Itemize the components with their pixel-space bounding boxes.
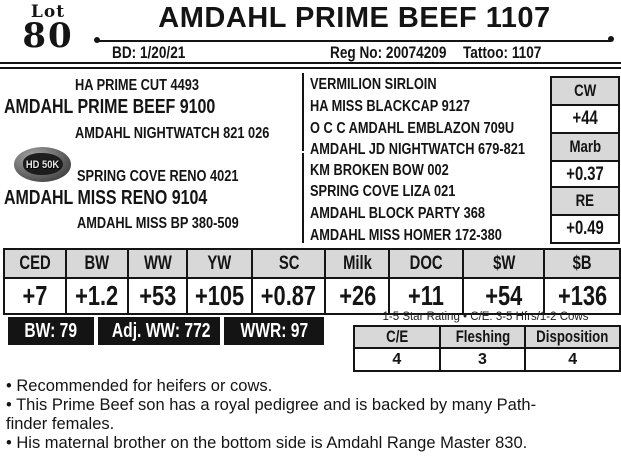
epd-value-sc: +0.87 bbox=[251, 277, 327, 315]
epd-header-ced: CED bbox=[3, 248, 67, 279]
lot-badge: Lot 80 bbox=[0, 2, 96, 56]
epd-value-sw: +54 bbox=[462, 277, 546, 315]
epd-value-row: +7 +1.2 +53 +105 +0.87 +26 +11 +54 +136 bbox=[3, 277, 621, 315]
extended-pedigree-row-4: AMDAHL JD NIGHTWATCH 679-821 bbox=[310, 141, 526, 158]
epd-value-doc: +11 bbox=[388, 277, 465, 315]
carcass-re-label: RE bbox=[552, 188, 618, 216]
hd50k-badge-label: HD 50K bbox=[25, 158, 60, 171]
epd-value-yw: +105 bbox=[186, 277, 254, 315]
epd-table: CED BW WW YW SC Milk DOC $W $B +7 +1.2 +… bbox=[3, 248, 621, 315]
dam-name: AMDAHL MISS RENO 9104 bbox=[4, 187, 208, 209]
star-value-ce: 4 bbox=[353, 347, 441, 372]
star-rating-table: C/E Fleshing Disposition 4 3 4 bbox=[353, 325, 621, 372]
carcass-box-cw: CW +44 bbox=[550, 76, 620, 134]
tattoo-number: Tattoo: 1107 bbox=[463, 43, 542, 62]
hd50k-badge: HD 50K bbox=[14, 147, 71, 182]
carcass-box-marb: Marb +0.37 bbox=[550, 132, 620, 190]
carcass-cw-label: CW bbox=[552, 78, 618, 106]
dam-sire-name: SPRING COVE RENO 4021 bbox=[77, 168, 239, 185]
extended-pedigree-row-1: VERMILION SIRLOIN bbox=[310, 76, 437, 93]
epd-header-bw: BW bbox=[64, 248, 129, 279]
registration-number: Reg No: 20074209 bbox=[330, 43, 447, 62]
extended-pedigree-row-5: KM BROKEN BOW 002 bbox=[310, 162, 449, 179]
notes: • Recommended for heifers or cows. • Thi… bbox=[6, 377, 618, 453]
epd-header-milk: Milk bbox=[324, 248, 391, 279]
note-line-3: finder females. bbox=[6, 415, 115, 433]
star-rating-value-row: 4 3 4 bbox=[353, 347, 621, 372]
extended-pedigree-row-2: HA MISS BLACKCAP 9127 bbox=[310, 98, 471, 115]
pedigree-bracket-top bbox=[302, 73, 304, 151]
star-rating-header-row: C/E Fleshing Disposition bbox=[353, 325, 621, 349]
epd-header-yw: YW bbox=[186, 248, 254, 279]
star-header-fleshing: Fleshing bbox=[438, 325, 527, 349]
extended-pedigree-row-3: O C C AMDAHL EMBLAZON 709U bbox=[310, 120, 515, 137]
header-divider bbox=[0, 62, 621, 69]
extended-pedigree-row-7: AMDAHL BLOCK PARTY 368 bbox=[310, 205, 485, 222]
sire-sire-name: HA PRIME CUT 4493 bbox=[75, 77, 199, 94]
extended-pedigree-row-6: SPRING COVE LIZA 021 bbox=[310, 183, 456, 200]
carcass-re-value: +0.49 bbox=[566, 218, 604, 239]
epd-header-sb: $B bbox=[543, 248, 621, 279]
sire-name: AMDAHL PRIME BEEF 9100 bbox=[4, 96, 216, 118]
dam-dam-name: AMDAHL MISS BP 380-509 bbox=[77, 215, 239, 232]
star-header-disposition: Disposition bbox=[524, 325, 621, 349]
page-title: AMDAHL PRIME BEEF 1107 bbox=[158, 2, 551, 34]
lot-label: Lot bbox=[30, 2, 66, 22]
epd-header-sc: SC bbox=[251, 248, 327, 279]
performance-adj-ww: Adj. WW: 772 bbox=[98, 317, 220, 345]
carcass-cw-value: +44 bbox=[572, 108, 598, 129]
birth-date: BD: 1/20/21 bbox=[112, 43, 186, 62]
performance-wwr: WWR: 97 bbox=[224, 317, 324, 345]
pedigree-bracket-bottom bbox=[302, 153, 304, 243]
title-underline bbox=[94, 36, 614, 43]
epd-value-bw: +1.2 bbox=[64, 277, 129, 315]
lot-number: 80 bbox=[22, 16, 74, 56]
extended-pedigree-row-8: AMDAHL MISS HOMER 172-380 bbox=[310, 227, 502, 244]
star-rating-caption: 1-5 Star Rating • C/E: 3-5 Hfrs/1-2 Cows bbox=[382, 311, 589, 323]
epd-value-milk: +26 bbox=[324, 277, 391, 315]
star-value-fleshing: 3 bbox=[438, 347, 527, 372]
epd-value-ww: +53 bbox=[126, 277, 189, 315]
note-line-2: • This Prime Beef son has a royal pedigr… bbox=[6, 396, 537, 414]
epd-header-row: CED BW WW YW SC Milk DOC $W $B bbox=[3, 248, 621, 279]
note-line-4: • His maternal brother on the bottom sid… bbox=[6, 434, 528, 452]
sire-dam-name: AMDAHL NIGHTWATCH 821 026 bbox=[75, 125, 270, 142]
star-header-ce: C/E bbox=[353, 325, 441, 349]
epd-value-sb: +136 bbox=[543, 277, 621, 315]
epd-header-doc: DOC bbox=[388, 248, 465, 279]
epd-value-ced: +7 bbox=[3, 277, 67, 315]
carcass-marb-label: Marb bbox=[552, 134, 618, 162]
epd-header-sw: $W bbox=[462, 248, 546, 279]
note-line-1: • Recommended for heifers or cows. bbox=[6, 377, 273, 395]
carcass-box-re: RE +0.49 bbox=[550, 186, 620, 244]
carcass-marb-value: +0.37 bbox=[566, 164, 604, 185]
epd-header-ww: WW bbox=[126, 248, 189, 279]
performance-bw: BW: 79 bbox=[8, 317, 94, 345]
star-value-disposition: 4 bbox=[524, 347, 621, 372]
